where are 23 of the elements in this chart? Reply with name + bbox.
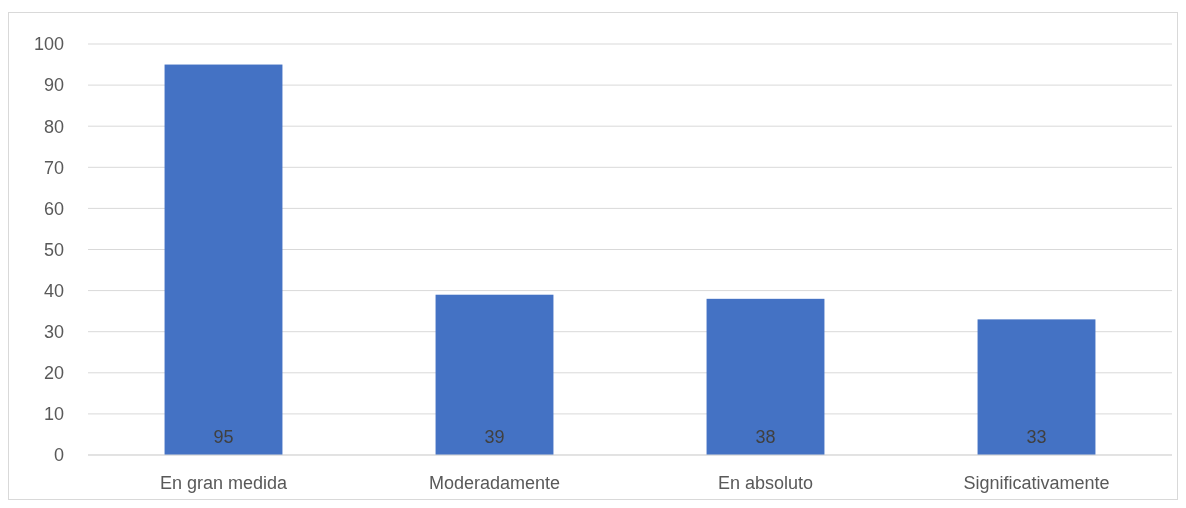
bar <box>164 64 283 455</box>
x-tick-label: Moderadamente <box>428 473 561 493</box>
y-tick-label: 100 <box>33 34 64 55</box>
y-tick-label: 0 <box>53 445 64 466</box>
data-label: 95 <box>213 427 234 447</box>
x-tick-label: Significativamente <box>963 473 1110 493</box>
data-label: 39 <box>484 427 505 447</box>
y-tick-label: 40 <box>43 280 64 301</box>
y-tick-label: 90 <box>43 75 64 96</box>
x-tick-label: En absoluto <box>717 473 814 493</box>
y-tick-label: 20 <box>43 363 64 384</box>
bar <box>706 298 825 455</box>
bar <box>435 294 554 455</box>
data-label: 38 <box>755 427 776 447</box>
y-tick-label: 80 <box>43 116 64 137</box>
data-label: 33 <box>1026 427 1047 447</box>
y-tick-label: 10 <box>43 404 64 425</box>
y-tick-label: 50 <box>43 239 64 260</box>
y-tick-label: 30 <box>43 322 64 342</box>
x-tick-label: En gran medida <box>159 473 289 493</box>
bar <box>977 319 1096 455</box>
y-tick-label: 60 <box>43 198 64 219</box>
y-tick-label: 70 <box>43 157 64 178</box>
